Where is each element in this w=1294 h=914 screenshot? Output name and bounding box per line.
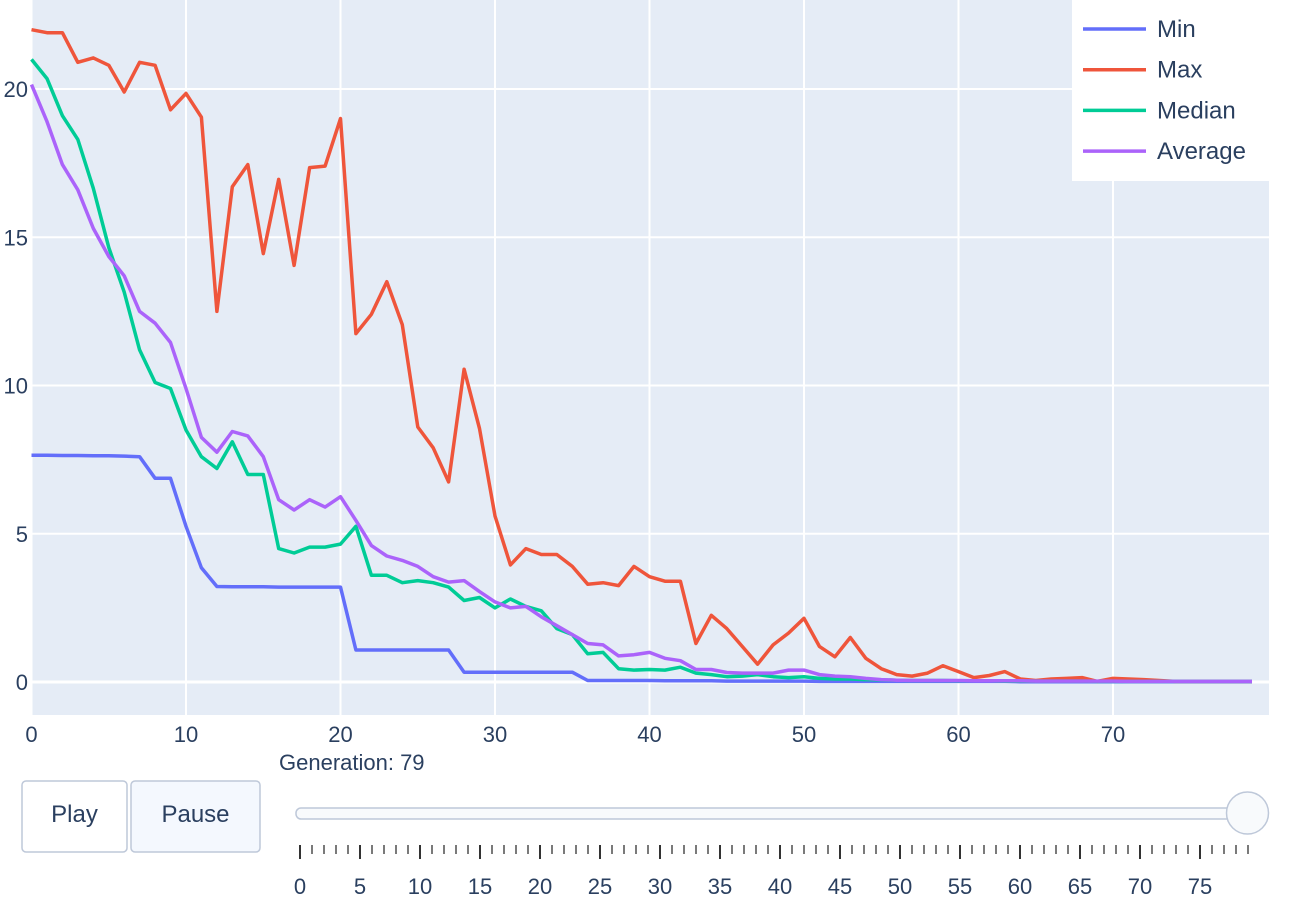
x-tick-label: 60 xyxy=(946,722,970,747)
legend-item-median[interactable]: Median xyxy=(1083,97,1236,124)
slider-tick-label: 65 xyxy=(1068,874,1092,899)
slider-track[interactable] xyxy=(295,807,1257,820)
play-button-label: Play xyxy=(51,801,98,828)
pause-button[interactable]: Pause xyxy=(130,780,261,853)
x-tick-label: 40 xyxy=(637,722,661,747)
x-tick-label: 0 xyxy=(25,722,37,747)
slider-tick-label: 10 xyxy=(408,874,432,899)
x-tick-label: 50 xyxy=(792,722,816,747)
slider-tick-label: 55 xyxy=(948,874,972,899)
legend-item-max[interactable]: Max xyxy=(1083,57,1202,84)
series-lines xyxy=(29,27,1252,684)
slider-tick-label: 40 xyxy=(768,874,792,899)
slider-tick-label: 5 xyxy=(354,874,366,899)
y-tick-label: 10 xyxy=(4,374,28,399)
slider-tick-label: 15 xyxy=(468,874,492,899)
legend-label: Average xyxy=(1157,138,1246,165)
slider-tick-label: 60 xyxy=(1008,874,1032,899)
slider-handle[interactable] xyxy=(1225,791,1270,835)
y-tick-label: 20 xyxy=(4,77,28,102)
slider-tick-label: 0 xyxy=(294,874,306,899)
x-tick-label: 30 xyxy=(483,722,507,747)
slider-current-value: Generation: 79 xyxy=(279,750,425,775)
slider-tick-label: 75 xyxy=(1188,874,1212,899)
legend[interactable]: Min Max Median Average xyxy=(1072,0,1269,181)
series-line-max xyxy=(31,27,1252,684)
legend-item-min[interactable]: Min xyxy=(1083,16,1196,43)
pause-button-label: Pause xyxy=(161,801,229,828)
slider-tick-label: 20 xyxy=(528,874,552,899)
series-line-average xyxy=(29,83,1252,684)
x-tick-label: 10 xyxy=(174,722,198,747)
play-button[interactable]: Play xyxy=(21,780,128,853)
y-tick-label: 5 xyxy=(16,522,28,547)
x-tick-label: 20 xyxy=(328,722,352,747)
slider-tick-label: 45 xyxy=(828,874,852,899)
y-axis: 0 5 10 15 20 xyxy=(4,77,28,695)
x-tick-label: 70 xyxy=(1101,722,1125,747)
slider-tick-label: 70 xyxy=(1128,874,1152,899)
slider-tick-label: 30 xyxy=(648,874,672,899)
x-axis: 0 10 20 30 40 50 60 70 xyxy=(25,722,1125,747)
legend-label: Max xyxy=(1157,57,1202,84)
slider-tick-label: 35 xyxy=(708,874,732,899)
slider-tick-label: 50 xyxy=(888,874,912,899)
slider-tick-label: 25 xyxy=(588,874,612,899)
y-tick-label: 0 xyxy=(16,670,28,695)
generation-slider[interactable]: 0 5 10 15 20 25 30 35 40 45 50 55 60 65 70 75 xyxy=(294,791,1270,899)
y-tick-label: 15 xyxy=(4,225,28,250)
legend-label: Median xyxy=(1157,97,1236,124)
legend-item-average[interactable]: Average xyxy=(1083,138,1246,165)
legend-label: Min xyxy=(1157,16,1196,43)
